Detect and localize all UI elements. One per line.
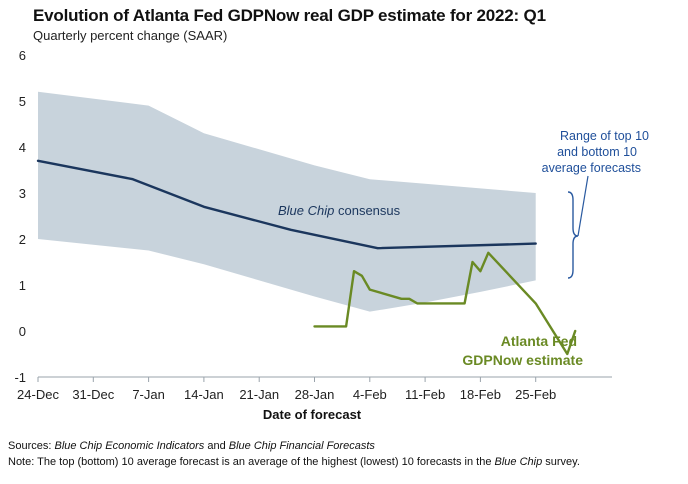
gdpnow-annotation: Atlanta Fed GDPNow estimate <box>462 333 583 368</box>
range-bracket <box>567 191 579 279</box>
consensus-line <box>36 159 537 250</box>
range-band <box>38 91 536 312</box>
y-tick-label: 2 <box>19 232 26 247</box>
chart-subtitle: Quarterly percent change (SAAR) <box>33 28 228 43</box>
sources-title-1: Blue Chip Economic Indicators <box>54 440 205 452</box>
consensus-label-italic: Blue Chip <box>278 203 334 218</box>
y-tick-label: -1 <box>14 370 26 385</box>
y-tick-label: 6 <box>19 48 26 63</box>
x-tick-label: 18-Feb <box>460 387 501 402</box>
x-tick-label: 4-Feb <box>353 387 387 402</box>
consensus-label-rest: consensus <box>334 203 400 218</box>
x-tick-label: 14-Jan <box>184 387 224 402</box>
series-lines <box>36 159 577 356</box>
note-text-2: survey. <box>542 456 580 468</box>
y-tick-label: 4 <box>19 140 26 155</box>
y-tick-label: 1 <box>19 278 26 293</box>
x-tick-label: 7-Jan <box>132 387 165 402</box>
range-leader-line <box>577 175 589 237</box>
x-tick-label: 31-Dec <box>72 387 114 402</box>
note-text-1: The top (bottom) 10 average forecast is … <box>34 456 495 468</box>
x-tick-label: 24-Dec <box>17 387 59 402</box>
sources-title-2: Blue Chip Financial Forecasts <box>228 440 375 452</box>
x-tick-label: 21-Jan <box>239 387 279 402</box>
x-tick-label: 28-Jan <box>295 387 335 402</box>
gdpnow-label-line2: GDPNow estimate <box>462 352 583 368</box>
methodology-note: Note: The top (bottom) 10 average foreca… <box>8 454 580 470</box>
range-annotation: Range of top 10 and bottom 10 average fo… <box>542 129 649 175</box>
sources-label: Sources: <box>8 440 52 452</box>
footnotes: Sources: Blue Chip Economic Indicators a… <box>8 438 580 470</box>
sources-note: Sources: Blue Chip Economic Indicators a… <box>8 438 580 454</box>
note-label: Note: <box>8 456 35 468</box>
range-label-line1: Range of top 10 <box>560 129 649 143</box>
gdpnow-label-line1: Atlanta Fed <box>501 333 577 349</box>
range-label-line2: and bottom 10 <box>557 145 637 159</box>
sources-and: and <box>204 440 229 452</box>
consensus-label: Blue Chip consensus <box>278 203 401 218</box>
gdpnow-line <box>313 251 577 356</box>
y-tick-label: 3 <box>19 186 26 201</box>
note-italic: Blue Chip <box>494 456 543 468</box>
x-tick-label: 25-Feb <box>515 387 556 402</box>
x-tick-label: 11-Feb <box>405 387 445 402</box>
axes: 6 5 4 3 2 1 0 -1 24-Dec 31-Dec 7-Jan 14-Jan 21-Jan 28… <box>14 48 612 402</box>
range-band-layer <box>38 91 536 312</box>
range-label-line3: average forecasts <box>542 161 641 175</box>
y-tick-label: 5 <box>19 94 26 109</box>
chart-title: Evolution of Atlanta Fed GDPNow real GDP… <box>33 6 546 25</box>
y-tick-label: 0 <box>19 324 26 339</box>
x-axis-label: Date of forecast <box>263 407 362 422</box>
